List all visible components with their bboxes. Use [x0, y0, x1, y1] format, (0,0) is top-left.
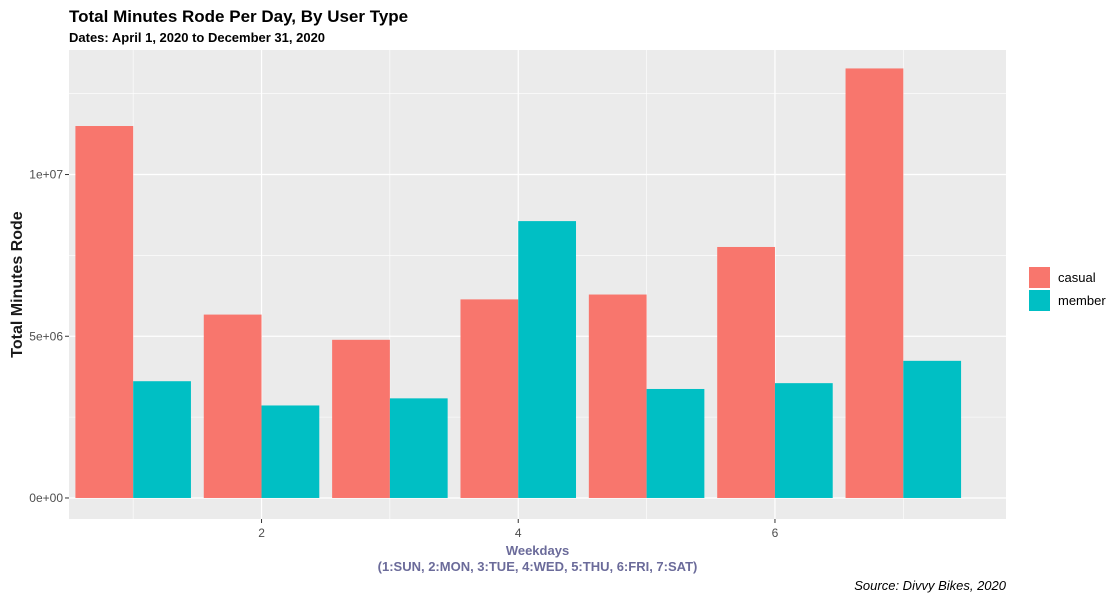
- bar-casual-7: [845, 68, 904, 498]
- bar-casual-1: [75, 126, 134, 498]
- legend-label-casual: casual: [1058, 270, 1096, 285]
- x-tick-label: 4: [515, 526, 522, 540]
- legend-key-casual: [1029, 267, 1050, 288]
- source-caption: Source: Divvy Bikes, 2020: [854, 578, 1007, 593]
- y-tick-label: 5e+06: [29, 329, 63, 343]
- bar-casual-3: [332, 339, 390, 498]
- bar-member-4: [518, 221, 577, 498]
- y-axis-label: Total Minutes Rode: [9, 211, 26, 357]
- x-axis-label-line2: (1:SUN, 2:MON, 3:TUE, 4:WED, 5:THU, 6:FR…: [378, 559, 698, 574]
- bar-member-3: [389, 398, 448, 498]
- x-axis-label-line1: Weekdays: [506, 543, 569, 558]
- legend-key-member: [1029, 290, 1050, 311]
- bar-casual-2: [203, 314, 262, 498]
- bar-member-5: [646, 388, 705, 498]
- bar-casual-6: [717, 246, 775, 498]
- legend-label-member: member: [1058, 293, 1106, 308]
- legend: casual member: [1029, 267, 1106, 311]
- bar-member-1: [133, 381, 191, 498]
- chart-subtitle: Dates: April 1, 2020 to December 31, 202…: [69, 30, 325, 45]
- y-tick-label: 1e+07: [29, 168, 63, 182]
- bar-member-2: [261, 405, 320, 498]
- y-tick-label: 0e+00: [29, 491, 63, 505]
- chart-title: Total Minutes Rode Per Day, By User Type: [69, 7, 408, 26]
- bar-member-7: [903, 360, 962, 498]
- bar-casual-5: [588, 294, 647, 498]
- bar-casual-4: [460, 299, 519, 498]
- x-tick-label: 2: [258, 526, 265, 540]
- x-tick-label: 6: [772, 526, 779, 540]
- bar-member-6: [774, 383, 833, 498]
